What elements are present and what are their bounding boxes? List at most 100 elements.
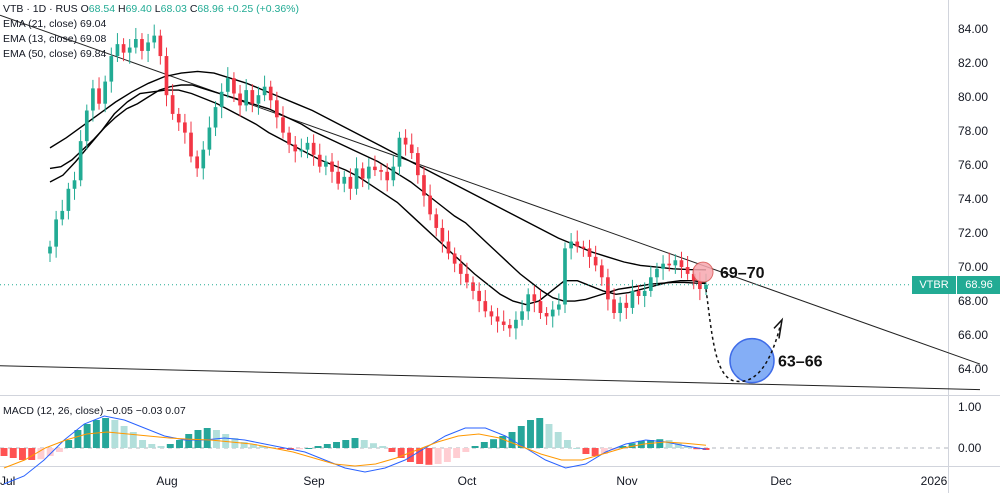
ema13-row[interactable]: EMA (13, close) 69.08: [3, 32, 299, 47]
macd-label: MACD (12, 26, close): [3, 405, 104, 417]
candle-body: [630, 290, 635, 308]
macd-hist-bar: [536, 418, 544, 448]
candle-body: [305, 142, 310, 150]
macd-hist-bar: [684, 446, 691, 448]
macd-hist-bar: [619, 446, 627, 448]
candle-body: [238, 93, 242, 106]
y-tick-label: 68.00: [958, 294, 988, 308]
candle-body: [648, 277, 653, 291]
candle-body: [495, 316, 500, 322]
candle-body: [275, 100, 279, 118]
x-tick-label: Aug: [156, 474, 177, 488]
candle-body: [636, 290, 641, 296]
x-tick-label: Dec: [770, 474, 791, 488]
macd-hist-bar: [259, 446, 267, 448]
candle-body: [550, 309, 555, 317]
x-tick-label: Jul: [0, 474, 15, 488]
candle-body: [176, 113, 181, 123]
candle-body: [661, 263, 665, 269]
low-value: 68.03: [160, 3, 187, 15]
candle-body: [624, 302, 629, 308]
macd-hist-bar: [628, 443, 636, 448]
close-value: 68.96: [197, 3, 224, 15]
candle-body: [593, 256, 598, 266]
candle-body: [557, 304, 561, 310]
candle-body: [213, 107, 218, 128]
macd-hist-bar: [351, 438, 359, 448]
candle-body: [324, 161, 328, 167]
price-tag-symbol: VTBR: [912, 276, 956, 294]
x-tick-label: Sep: [303, 474, 325, 488]
candle-body: [685, 267, 690, 274]
candle-body: [360, 168, 365, 179]
candle-body: [379, 170, 383, 172]
candle-body: [158, 35, 163, 57]
macd-hist-bar: [9, 448, 17, 458]
macd-hist-bar: [83, 424, 91, 448]
candle-body: [465, 273, 469, 283]
candle-body: [477, 290, 481, 302]
macd-hist-bar: [28, 448, 36, 460]
target-circle-upper: [692, 261, 714, 283]
change-value: +0.25 (+0.36%): [226, 3, 300, 15]
candle-body: [416, 153, 420, 176]
candle-body: [673, 260, 678, 266]
candle-body: [72, 180, 77, 189]
macd-hist-bar: [296, 448, 304, 450]
candle-body: [164, 56, 169, 96]
candle-body: [121, 44, 126, 53]
candle-body: [109, 56, 114, 82]
ema21-row[interactable]: EMA (21, close) 69.04: [3, 17, 299, 32]
axis-layer: 64.00 66.00 68.00 70.00 72.00 74.00 76.00 78.00…: [0, 22, 988, 488]
projection-path: [705, 289, 781, 383]
candle-body: [84, 110, 89, 142]
x-tick-label: 2026: [921, 474, 948, 488]
macd-legend[interactable]: MACD (12, 26, close) −0.05 −0.03 0.07: [3, 405, 186, 417]
y-tick-label: 84.00: [958, 22, 988, 36]
macd-hist-bar: [37, 448, 45, 460]
target-label-upper: 69–70: [720, 265, 765, 282]
candle-body: [385, 171, 390, 181]
candle-body: [428, 195, 432, 215]
macd-hist-bar: [591, 448, 599, 456]
macd-hist-bar: [665, 440, 673, 448]
y-tick-label: 70.00: [958, 260, 988, 274]
ema50-label: EMA (50, close): [3, 48, 78, 60]
candle-body: [152, 35, 157, 43]
ema21-label: EMA (21, close): [3, 18, 78, 30]
candle-body: [458, 263, 463, 274]
macd-hist-bar: [416, 448, 424, 464]
candle-body: [704, 284, 708, 290]
candle-body: [606, 277, 610, 300]
macd-y-tick-label: 1.00: [958, 400, 982, 414]
y-tick-label: 66.00: [958, 328, 988, 342]
x-tick-label: Nov: [616, 474, 637, 488]
candle-body: [501, 321, 506, 325]
trendline-upper-resistance: [0, 14, 981, 365]
candle-body: [691, 273, 696, 281]
macd-hist-bar: [582, 448, 590, 454]
candle-body: [330, 161, 334, 172]
macd-hist-bar: [185, 434, 193, 448]
candle-body: [526, 294, 531, 312]
candle-body: [54, 219, 58, 247]
ema50-value: 69.84: [80, 48, 107, 60]
candle-body: [78, 141, 83, 181]
candle-body: [207, 127, 212, 150]
candle-body: [127, 47, 132, 53]
candle-layer: [48, 24, 708, 340]
macd-hist-bar: [425, 448, 433, 465]
candle-body: [507, 324, 512, 329]
y-tick-label: 64.00: [958, 362, 988, 376]
macd-hist-bar: [573, 448, 581, 449]
open-label: O: [80, 3, 89, 15]
candle-body: [575, 241, 580, 247]
candle-body: [287, 132, 291, 145]
ema50-row[interactable]: EMA (50, close) 69.84: [3, 47, 299, 62]
macd-hist-bar: [471, 446, 479, 448]
candle-body: [373, 166, 377, 171]
candle-body: [489, 311, 494, 317]
candle-body: [655, 268, 659, 278]
